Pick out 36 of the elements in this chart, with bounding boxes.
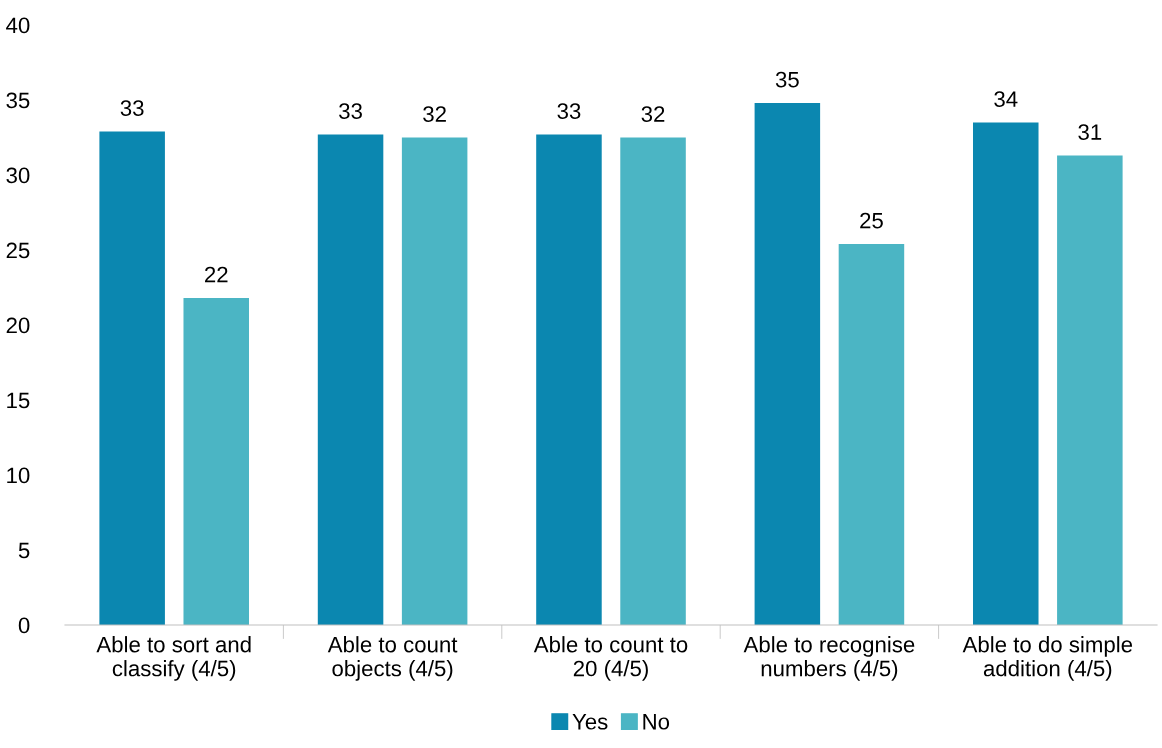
y-tick-label: 15 [7, 392, 30, 409]
legend-label: No [643, 714, 670, 730]
data-label: 22 [205, 266, 228, 283]
bar [317, 134, 384, 625]
x-tick-label: Able to do simple addition (4/5) [962, 636, 1133, 681]
bar [973, 122, 1039, 625]
data-label: 33 [339, 103, 362, 119]
y-tick-label: 10 [7, 467, 30, 484]
data-label: 25 [860, 212, 883, 229]
data-label: 34 [994, 91, 1018, 107]
x-tick-label: Able to count to 20 (4/5) [533, 636, 688, 681]
bar [754, 103, 821, 625]
y-tick-label: 25 [6, 242, 30, 259]
legend-label: Yes [572, 714, 608, 730]
x-tick-label: Able to recognise numbers (4/5) [743, 636, 915, 681]
y-tick-label: 20 [6, 317, 30, 334]
y-tick-label: 40 [6, 17, 30, 34]
bar [401, 137, 468, 625]
y-tick-label: 35 [6, 92, 30, 109]
y-tick-label: 30 [6, 167, 30, 184]
bar [1057, 155, 1123, 625]
data-label: 35 [775, 71, 799, 88]
bar [99, 131, 165, 625]
x-tick-label: Able to count objects (4/5) [327, 636, 458, 681]
data-label: 31 [1078, 124, 1102, 140]
y-tick-label: 0 [18, 617, 30, 634]
y-tick-label: 5 [18, 542, 30, 559]
data-label: 32 [423, 106, 446, 122]
data-label: 32 [641, 106, 665, 122]
bar [620, 137, 686, 625]
data-label: 33 [120, 100, 144, 116]
x-tick-label: Able to sort and classify (4/5) [96, 636, 251, 681]
bar [183, 298, 249, 625]
data-label: 33 [557, 103, 581, 119]
bar [536, 134, 602, 625]
bar [838, 244, 905, 625]
